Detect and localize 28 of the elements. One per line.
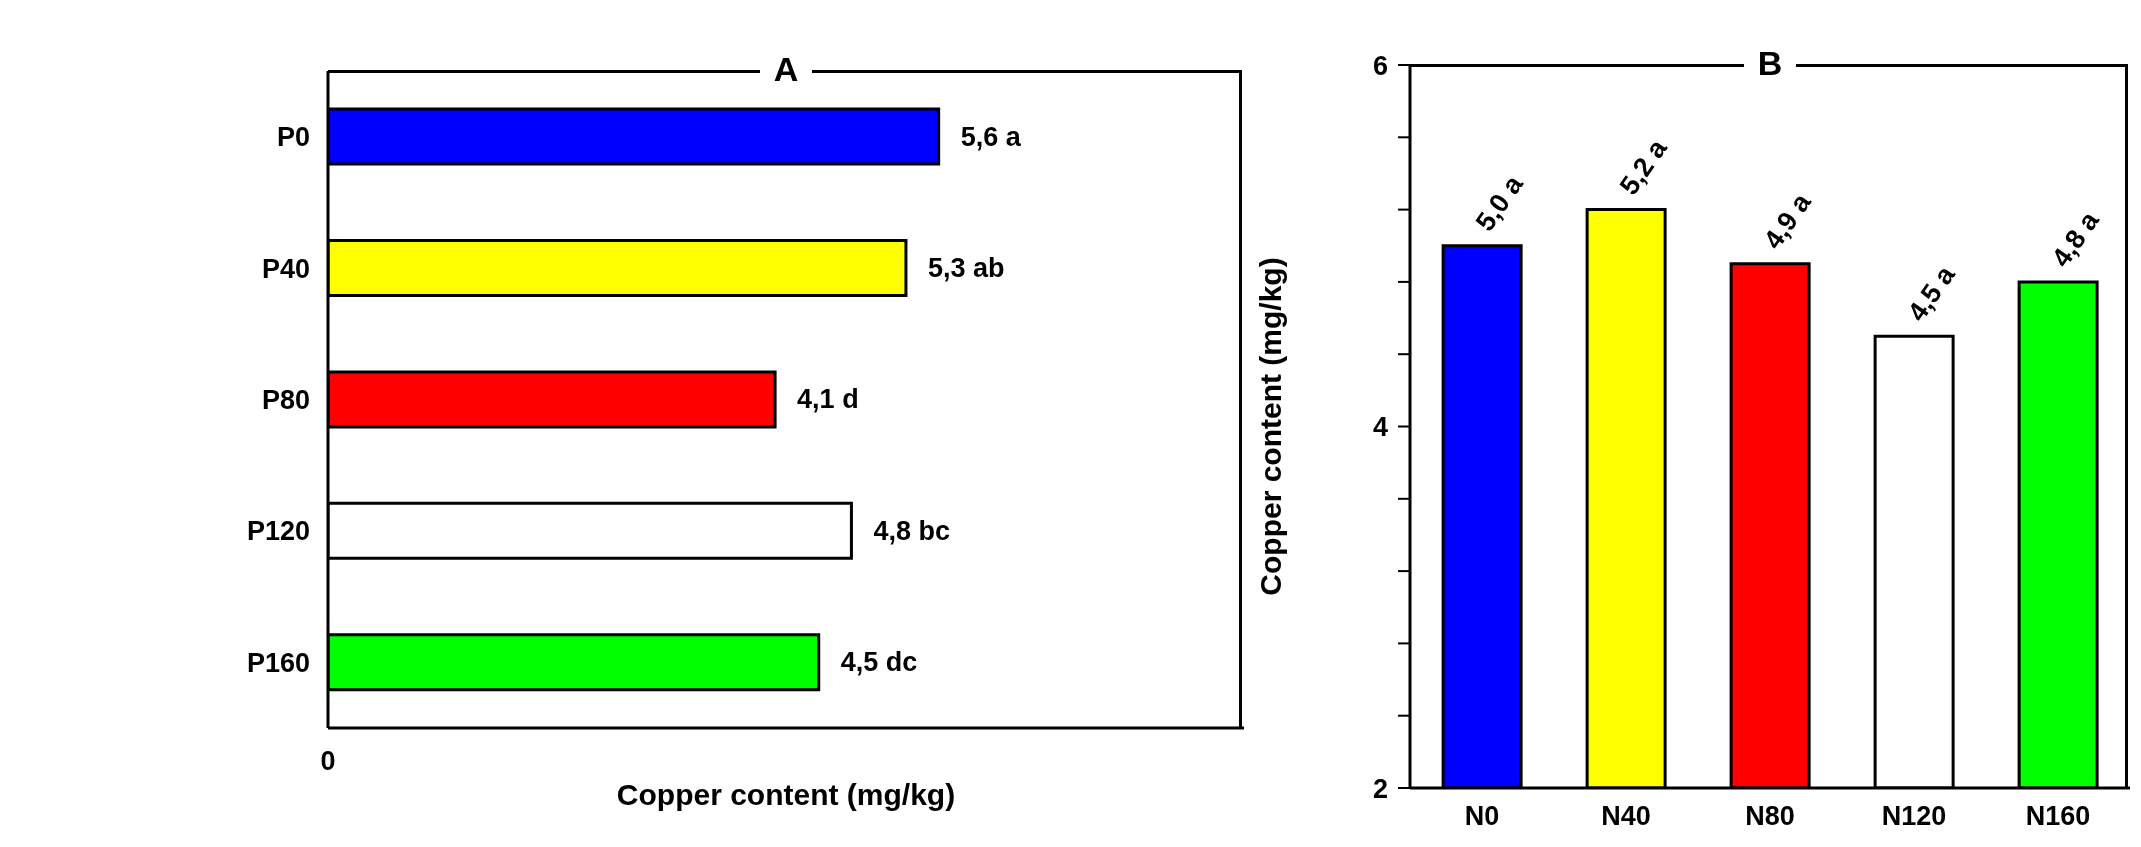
data-label: 5,6 a bbox=[960, 121, 1022, 152]
y-tick-label: P0 bbox=[276, 122, 310, 153]
data-label: 4,5 a bbox=[1901, 259, 1962, 327]
y-tick-label: P80 bbox=[261, 385, 310, 416]
data-label: 4,1 d bbox=[797, 384, 859, 415]
chart-title: B bbox=[1743, 44, 1797, 82]
x-tick-label: N40 bbox=[1601, 801, 1651, 832]
text: 0 bbox=[319, 746, 337, 777]
x-tick-label: N0 bbox=[1464, 801, 1500, 832]
y-tick-label: 6 bbox=[1372, 50, 1388, 81]
y-axis-title: Copper content (mg/kg) bbox=[1253, 257, 1287, 596]
y-tick-label: 4 bbox=[1372, 412, 1388, 443]
x-axis-title: Copper content (mg/kg) bbox=[615, 778, 957, 812]
data-label: 5,3 ab bbox=[927, 253, 1005, 284]
y-tick-label: P120 bbox=[246, 516, 310, 547]
data-label: 4,5 dc bbox=[840, 647, 918, 678]
data-label: 4,8 bc bbox=[873, 515, 950, 546]
data-label: 5,2 a bbox=[1613, 133, 1674, 201]
y-tick-label: P160 bbox=[246, 647, 310, 678]
data-label: 5,0 a bbox=[1469, 169, 1530, 237]
x-tick-label: N160 bbox=[2025, 801, 2091, 832]
chart-title: A bbox=[759, 50, 813, 88]
data-label: 4,8 a bbox=[2045, 205, 2106, 273]
x-tick-label: N120 bbox=[1881, 801, 1947, 832]
data-label: 4,9 a bbox=[1757, 187, 1818, 255]
y-tick-label: P40 bbox=[261, 253, 310, 284]
y-tick-label: 2 bbox=[1372, 773, 1388, 804]
x-tick-label: N80 bbox=[1745, 801, 1795, 832]
